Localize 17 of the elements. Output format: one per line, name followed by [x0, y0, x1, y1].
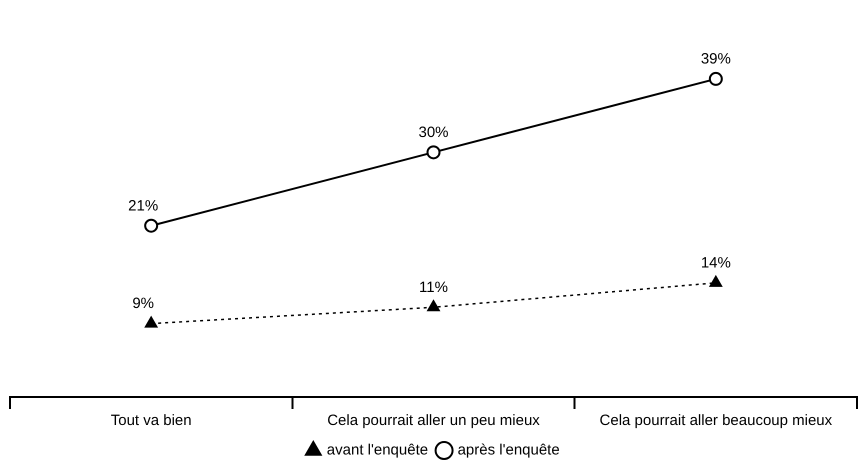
point: [708, 72, 723, 86]
point: [426, 145, 440, 160]
data-label: 14%: [700, 254, 731, 272]
data-label: 39%: [700, 50, 731, 68]
data-label: 11%: [419, 278, 448, 296]
legend-label: avant l'enquête: [326, 442, 428, 459]
x-tick-label: Tout va bien: [110, 412, 192, 430]
x-tick-label: Cela pourrait aller beaucoup mieux: [600, 412, 833, 430]
data-label: 21%: [128, 197, 158, 214]
point: [427, 300, 440, 312]
data-label: 30%: [418, 124, 449, 141]
point: [144, 316, 158, 328]
point: [710, 276, 722, 287]
legend-label: après l'enquête: [458, 442, 560, 459]
data-label: 9%: [132, 295, 154, 312]
x-tick-label: Cela pourrait aller un peu mieux: [327, 412, 540, 430]
point: [144, 218, 158, 233]
